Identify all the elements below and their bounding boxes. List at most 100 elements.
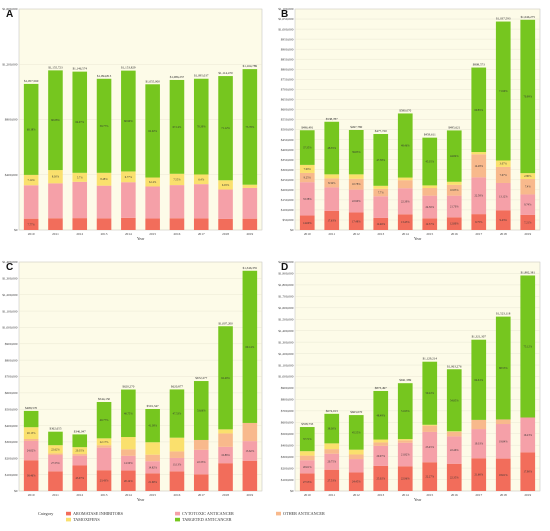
segment-pct-label: 9.43% [500, 219, 508, 222]
bar-segment [373, 217, 389, 230]
bar-segment [495, 316, 511, 420]
x-tick-label: 2019 [246, 232, 253, 236]
segment-pct-label: 48.49% [376, 414, 385, 417]
y-tick-label: $300,000 [281, 455, 294, 460]
bar-segment [324, 187, 340, 211]
y-tick-label: $750,000 [281, 78, 294, 83]
bar-segment [193, 218, 209, 230]
bar-total-label: $1,321,307 [472, 335, 487, 340]
segment-pct-label: 70.39% [197, 126, 206, 129]
segment-pct-label: 38.30% [327, 428, 336, 431]
segment-pct-label: 7.4% [525, 186, 531, 189]
segment-pct-label: 51.93% [401, 410, 410, 413]
bar-total-label: $495,621 [448, 125, 460, 130]
segment-pct-label: 22.35% [450, 476, 459, 479]
bar-segment [422, 424, 438, 426]
bar-segment [495, 210, 511, 230]
x-tick-label: 2011 [52, 232, 59, 236]
x-tick-label: 2012 [353, 232, 360, 236]
legend-swatch [175, 517, 180, 522]
y-tick-label: $250,000 [281, 178, 294, 183]
segment-pct-label: 7.99% [304, 168, 312, 171]
bar-segment [193, 78, 209, 175]
bar-total-label: $558,733 [301, 422, 313, 427]
x-tick-label: 2014 [125, 493, 132, 497]
y-tick-label: $1,050,000 [278, 17, 294, 22]
x-axis-title: Year [414, 497, 422, 502]
segment-pct-label: 67.14% [173, 126, 182, 129]
y-tick-label: $0 [290, 228, 294, 232]
bar-segment [373, 465, 389, 491]
y-tick-label: $1,000,000 [278, 375, 294, 380]
y-tick-label: $600,000 [281, 421, 294, 426]
segment-pct-label: 20.61% [303, 466, 312, 469]
segment-pct-label: 23.43% [100, 480, 109, 483]
segment-pct-label: 41.38% [148, 425, 157, 428]
segment-pct-label: 8.34% [328, 182, 336, 185]
y-tick-label: $1,600,000 [2, 7, 18, 12]
bar-segment [397, 177, 413, 181]
bar-segment [72, 172, 88, 182]
x-tick-label: 2018 [500, 232, 507, 236]
bar-segment [72, 447, 88, 455]
bar-segment [495, 160, 511, 167]
bar-segment [145, 461, 160, 474]
segment-pct-label: 7.55% [173, 178, 181, 181]
segment-pct-label: 14.28% [474, 165, 483, 168]
bar-segment [299, 130, 315, 165]
y-tick-label: $300,000 [5, 440, 18, 445]
bar-segment [299, 427, 315, 452]
bar-total-label: $346,047 [74, 429, 86, 434]
bar-segment [299, 182, 315, 216]
segment-pct-label: 22.96% [401, 478, 410, 481]
bar-total-label: $1,055,000 [145, 79, 160, 84]
x-tick-label: 2018 [222, 493, 229, 497]
segment-pct-label: 60.08% [51, 119, 60, 122]
bar-segment [446, 181, 462, 185]
bar-total-label: $620,877 [171, 384, 183, 389]
segment-pct-label: 6.14% [149, 181, 157, 184]
bar-total-label: $477,720 [375, 129, 387, 134]
bar-segment [96, 401, 112, 439]
bar-segment [48, 431, 63, 446]
bar-segment [299, 164, 315, 173]
segment-pct-label: 60.18% [27, 128, 36, 131]
bar-segment [422, 361, 438, 425]
bar-segment [471, 214, 487, 230]
bar-segment [348, 129, 364, 175]
bar-segment [520, 194, 536, 215]
segment-pct-label: 64.61% [474, 379, 483, 382]
segment-pct-label: 20.15% [27, 432, 36, 435]
bar-total-label: $941,589 [399, 378, 411, 383]
bar-segment [520, 214, 536, 230]
x-axis-title: Year [137, 497, 145, 502]
bar-segment [96, 445, 112, 448]
segment-pct-label: 7.77% [28, 223, 36, 226]
bar-segment [193, 439, 209, 450]
bar-total-label: $1,153,829 [121, 66, 136, 71]
bar-segment [422, 462, 438, 491]
y-tick-label: $1,400,000 [2, 260, 18, 265]
bar-total-label: $580,070 [399, 108, 411, 113]
bar-segment [48, 455, 63, 472]
y-tick-label: $700,000 [5, 375, 18, 380]
bar-segment [23, 410, 39, 428]
bar-segment [96, 172, 112, 186]
bar-segment [72, 465, 88, 491]
x-tick-label: 2011 [328, 232, 335, 236]
bar-segment [145, 177, 160, 187]
bar-segment [145, 84, 160, 178]
bar-segment [446, 369, 462, 432]
legend-swatch [66, 511, 71, 516]
y-tick-label: $500,000 [5, 407, 18, 412]
x-tick-label: 2017 [198, 493, 205, 497]
bar-segment [373, 390, 389, 440]
y-tick-label: $1,100,000 [278, 7, 294, 12]
segment-pct-label: 45.07% [75, 477, 84, 480]
bar-segment [242, 441, 258, 461]
bar-segment [397, 188, 413, 215]
y-tick-label: $1,000,000 [2, 326, 18, 331]
bar-segment [96, 447, 112, 471]
bar-segment [324, 178, 340, 188]
